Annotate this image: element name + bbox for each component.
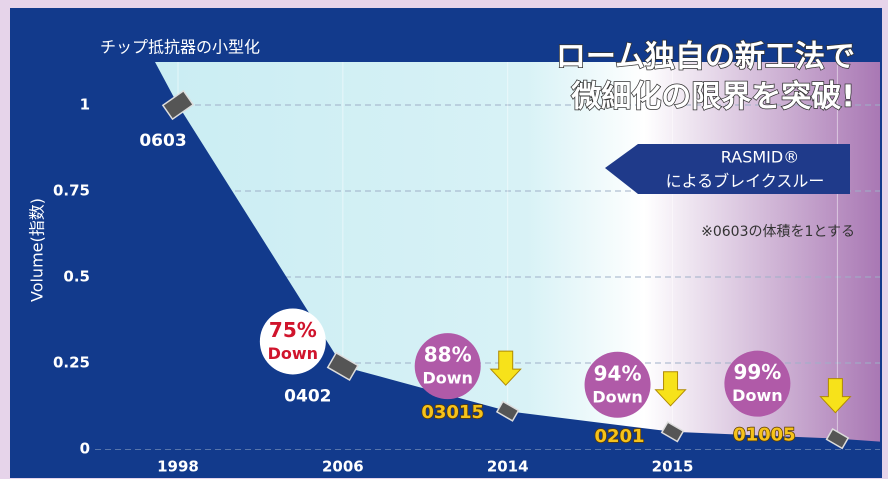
y-tick-label: 0.5: [63, 268, 90, 286]
y-axis-label: Volume(指数): [28, 198, 47, 302]
chip: [161, 89, 195, 121]
badge-percent: 99%: [733, 360, 781, 384]
badge: [584, 351, 651, 418]
badge: [259, 308, 326, 375]
badge-word: Down: [732, 386, 782, 405]
note: ※0603の体積を1とする: [701, 224, 855, 240]
y-tick-label: 0.75: [53, 182, 90, 200]
chip-name: 01005: [733, 425, 796, 446]
y-tick-label: 0.25: [53, 354, 90, 372]
arrow: [489, 350, 522, 386]
badge: [724, 350, 791, 417]
chip: [825, 427, 850, 450]
badge-word: Down: [268, 344, 318, 363]
badge-percent: 88%: [424, 343, 472, 367]
badge: [414, 333, 481, 400]
y-tick-label: 0: [80, 440, 90, 458]
y-tick-label: 1: [80, 96, 90, 114]
badge-word: Down: [592, 387, 642, 406]
chip: [660, 421, 685, 443]
headline: ローム独自の新工法で: [556, 40, 855, 75]
callout-box: [605, 144, 850, 194]
headline: 微細化の限界を突破!: [570, 80, 855, 115]
chip-name: 0201: [594, 426, 644, 447]
arrow: [819, 378, 852, 414]
x-tick-label: 2014: [487, 458, 529, 476]
chart-title: チップ抵抗器の小型化: [100, 38, 260, 57]
x-tick-label: 2015: [652, 458, 694, 476]
chip: [326, 351, 359, 382]
badge-word: Down: [422, 369, 472, 388]
x-tick-label: 2006: [322, 458, 364, 476]
badge-percent: 94%: [594, 361, 642, 385]
badge-percent: 75%: [269, 318, 317, 342]
chip: [495, 400, 520, 422]
chip-name: 0603: [139, 131, 186, 151]
chip-name: 03015: [421, 402, 484, 423]
x-tick-label: 1998: [157, 458, 199, 476]
chip-name: 0402: [284, 386, 331, 406]
callout-text: によるブレイクスルー: [666, 172, 825, 191]
arrow: [654, 371, 687, 407]
callout-text: RASMID®: [721, 148, 799, 167]
